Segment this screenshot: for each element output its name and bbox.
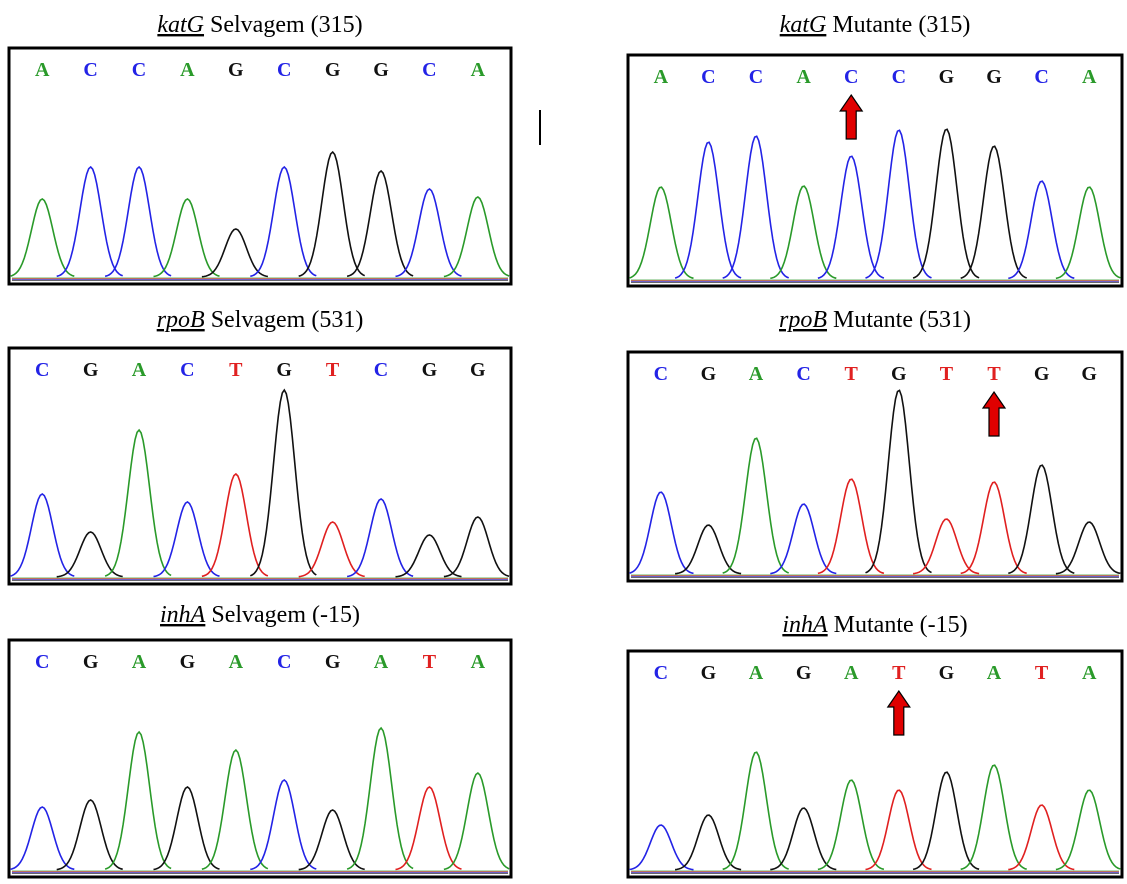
base-call: C: [796, 363, 810, 385]
panel-title: rpoB Mutante (531): [779, 307, 971, 333]
gene-name: rpoB: [779, 307, 827, 333]
panel-title: inhA Mutante (-15): [782, 612, 967, 638]
base-call: A: [471, 651, 486, 673]
base-call: C: [701, 66, 715, 88]
base-call: A: [374, 651, 389, 673]
base-call: T: [326, 359, 340, 381]
base-call: G: [228, 59, 244, 81]
base-call: C: [277, 59, 291, 81]
base-call: A: [132, 651, 147, 673]
gene-name: rpoB: [157, 307, 205, 333]
base-call: G: [373, 59, 389, 81]
chromatogram-frame: [9, 640, 511, 877]
base-call: G: [276, 359, 292, 381]
base-call: A: [1082, 66, 1097, 88]
base-call: T: [987, 363, 1001, 385]
base-call: C: [180, 359, 194, 381]
chromatogram-frame: [628, 352, 1122, 581]
title-text: Mutante (315): [832, 12, 970, 38]
base-call: G: [939, 66, 955, 88]
panel-title: inhA Selvagem (-15): [160, 602, 360, 628]
gene-name: katG: [780, 12, 827, 38]
title-text: Mutante (-15): [834, 612, 968, 638]
base-call: C: [35, 359, 49, 381]
base-call: G: [83, 359, 99, 381]
base-call: C: [892, 66, 906, 88]
base-call: G: [180, 651, 196, 673]
base-call: A: [654, 66, 669, 88]
title-text: Selvagem (-15): [211, 602, 360, 628]
chromatogram-frame: [628, 651, 1122, 877]
base-call: T: [1035, 662, 1049, 684]
base-call: A: [749, 662, 764, 684]
panel-title: katG Selvagem (315): [157, 12, 362, 38]
base-call: A: [132, 359, 147, 381]
base-call: G: [1034, 363, 1050, 385]
gene-name: inhA: [160, 602, 206, 628]
panel-title: rpoB Selvagem (531): [157, 307, 364, 333]
figure: katG Selvagem (315) A C C A G C G G C AkatG Mutant…: [0, 0, 1127, 879]
base-call: C: [654, 662, 668, 684]
base-call: G: [325, 651, 341, 673]
base-call: A: [229, 651, 244, 673]
title-text: Selvagem (531): [211, 307, 364, 333]
base-call: A: [987, 662, 1002, 684]
base-call: A: [35, 59, 50, 81]
base-call: G: [891, 363, 907, 385]
base-call: T: [423, 651, 437, 673]
title-text: Mutante (531): [833, 307, 971, 333]
base-call: T: [892, 662, 906, 684]
base-call: G: [83, 651, 99, 673]
base-call: G: [701, 363, 717, 385]
title-text: Selvagem (315): [210, 12, 363, 38]
base-call: G: [986, 66, 1002, 88]
base-call: C: [35, 651, 49, 673]
base-call: A: [844, 662, 859, 684]
gene-name: katG: [157, 12, 204, 38]
base-call: C: [749, 66, 763, 88]
base-call: G: [1081, 363, 1097, 385]
base-call: C: [83, 59, 97, 81]
page: {"panels": [ {"title": {"gene": "katG", …: [0, 0, 1127, 879]
gene-name: inhA: [782, 612, 828, 638]
base-call: G: [325, 59, 341, 81]
chromatogram-frame: [9, 48, 511, 284]
base-call: C: [277, 651, 291, 673]
base-call: A: [471, 59, 486, 81]
base-call: C: [422, 59, 436, 81]
base-call: G: [422, 359, 438, 381]
base-call: G: [701, 662, 717, 684]
panel-title: katG Mutante (315): [780, 12, 971, 38]
base-call: A: [180, 59, 195, 81]
base-call: G: [470, 359, 486, 381]
base-call: C: [654, 363, 668, 385]
base-call: T: [229, 359, 243, 381]
base-call: T: [940, 363, 954, 385]
chromatogram-frame: [628, 55, 1122, 286]
base-call: C: [1034, 66, 1048, 88]
base-call: A: [749, 363, 764, 385]
base-call: A: [1082, 662, 1097, 684]
chromatogram-frame: [9, 348, 511, 584]
base-call: G: [939, 662, 955, 684]
base-call: T: [845, 363, 859, 385]
base-call: G: [796, 662, 812, 684]
base-call: A: [796, 66, 811, 88]
base-call: C: [374, 359, 388, 381]
base-call: C: [132, 59, 146, 81]
base-call: C: [844, 66, 858, 88]
